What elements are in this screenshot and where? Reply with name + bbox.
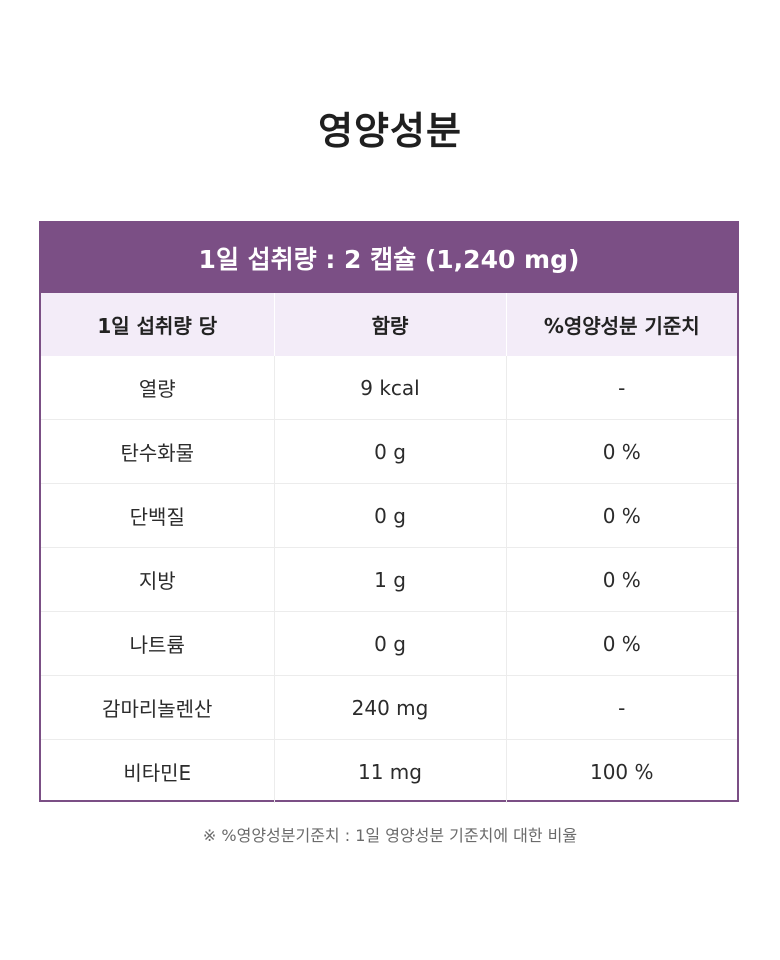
nutrient-daily-value: - <box>618 375 626 400</box>
serving-size-header: 1일 섭취량 : 2 캡슐 (1,240 mg) <box>41 223 737 293</box>
nutrient-amount: 9 kcal <box>274 356 507 420</box>
nutrient-name: 단백질 <box>41 483 275 548</box>
nutrient-name: 감마리놀렌산 <box>41 675 275 740</box>
nutrient-amount: 11 mg <box>274 739 507 803</box>
daily-value-footnote: ※ %영양성분기준치 : 1일 영양성분 기준치에 대한 비율 <box>202 826 578 845</box>
table-row: 단백질 0 g 0 % <box>41 483 737 548</box>
header-amount: 함량 <box>274 293 507 356</box>
nutrient-name: 비타민E <box>41 739 275 803</box>
nutrient-daily-value: 0 % <box>506 611 737 676</box>
nutrient-daily-value: 0 % <box>506 547 737 612</box>
nutrient-amount: 0 g <box>274 611 507 676</box>
table-header-row: 1일 섭취량 당 함량 %영양성분 기준치 <box>41 293 737 356</box>
nutrient-daily-value: 100 % <box>506 739 737 803</box>
nutrient-daily-value: 0 % <box>506 483 737 548</box>
nutrient-amount: 0 g <box>274 419 507 484</box>
header-nutrient: 1일 섭취량 당 <box>41 293 275 356</box>
table-row: 감마리놀렌산 240 mg - <box>41 675 737 740</box>
table-row: 탄수화물 0 g 0 % <box>41 419 737 484</box>
nutrition-facts-panel: 1일 섭취량 : 2 캡슐 (1,240 mg) 1일 섭취량 당 함량 %영양… <box>39 221 739 803</box>
nutrient-name: 탄수화물 <box>41 419 275 484</box>
nutrient-amount: 0 g <box>274 483 507 548</box>
nutrient-amount: 240 mg <box>274 675 507 740</box>
nutrient-amount: 1 g <box>274 547 507 612</box>
table-row: 열량 9 kcal - <box>41 356 737 420</box>
table-row: 지방 1 g 0 % <box>41 547 737 612</box>
nutrition-table: 1일 섭취량 당 함량 %영양성분 기준치 열량 9 kcal - 탄수화물 0… <box>41 293 737 803</box>
nutrient-name: 나트륨 <box>41 611 275 676</box>
nutrient-name: 지방 <box>41 547 275 612</box>
nutrient-name: 열량 <box>41 356 275 420</box>
table-row: 비타민E 11 mg 100 % <box>41 739 737 803</box>
nutrient-daily-value: - <box>506 675 737 740</box>
page-title: 영양성분 <box>318 109 462 153</box>
header-daily-value: %영양성분 기준치 <box>506 293 737 356</box>
nutrient-daily-value: 0 % <box>506 419 737 484</box>
table-row: 나트륨 0 g 0 % <box>41 611 737 676</box>
